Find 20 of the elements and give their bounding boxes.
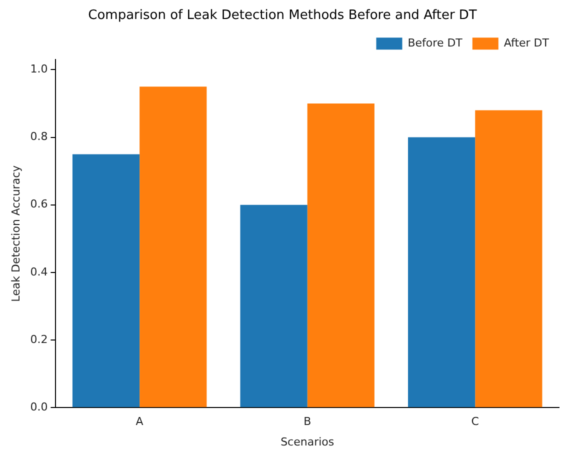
legend-label: Before DT (408, 36, 463, 50)
bar (140, 86, 207, 408)
y-tick-label: 1.0 (30, 62, 48, 76)
legend-label: After DT (504, 36, 550, 50)
bar (240, 204, 308, 408)
x-tick-label: C (471, 415, 480, 428)
y-tick-label: 0.8 (30, 130, 48, 144)
bar (475, 110, 542, 408)
chart-title: Comparison of Leak Detection Methods Before and After DT (88, 8, 477, 24)
x-tick-label: A (136, 415, 144, 428)
bar (72, 154, 140, 408)
y-tick-label: 0.2 (30, 332, 48, 346)
y-tick-label: 0.6 (30, 198, 48, 211)
bar (307, 104, 374, 408)
x-axis-title: Scenarios (280, 435, 334, 448)
y-axis-title: Leak Detection Accuracy (9, 164, 22, 302)
y-tick-label: 0.0 (30, 400, 48, 414)
y-tick-label: 0.4 (30, 265, 48, 278)
x-tick-label: B (304, 415, 312, 428)
bar (408, 137, 476, 408)
